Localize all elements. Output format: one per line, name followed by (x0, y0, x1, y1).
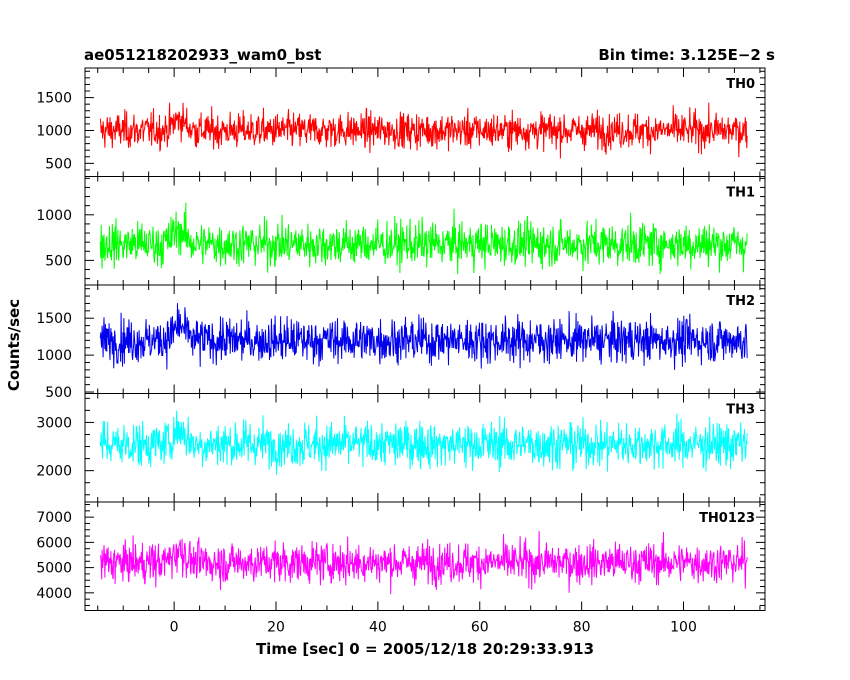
x-tick-label: 40 (369, 620, 387, 636)
chart-title-left: ae051218202933_wam0_bst (84, 46, 321, 64)
panels-group: 50010001500TH05001000TH150010001500TH220… (36, 67, 766, 636)
panel-frame-th0123 (84, 501, 766, 611)
series-line-th2 (99, 303, 748, 370)
chart-title-right: Bin time: 3.125E−2 s (598, 46, 775, 64)
y-tick-label-th1: 500 (45, 253, 72, 269)
panel-label-th2: TH2 (726, 294, 755, 309)
y-tick-label-th3: 3000 (36, 415, 72, 431)
x-axis-label: Time [sec] 0 = 2005/12/18 20:29:33.913 (256, 640, 594, 658)
y-tick-label-th2: 1000 (36, 348, 72, 364)
y-tick-label-th0123: 6000 (36, 535, 72, 551)
y-tick-label-th3: 2000 (36, 464, 72, 480)
x-tick-label: 20 (267, 620, 285, 636)
panel-label-th3: TH3 (726, 403, 755, 418)
y-tick-label-th0123: 4000 (36, 586, 72, 602)
x-tick-label: 60 (471, 620, 489, 636)
series-line-th0123 (99, 530, 748, 595)
y-axis-label: Counts/sec (5, 299, 23, 391)
y-tick-label-th0123: 7000 (36, 510, 72, 526)
x-tick-label: 0 (170, 620, 179, 636)
series-line-th0 (99, 102, 748, 159)
y-tick-label-th1: 1000 (36, 208, 72, 224)
y-tick-label-th2: 500 (45, 385, 72, 401)
y-tick-label-th2: 1500 (36, 311, 72, 327)
panel-frame-th1 (84, 176, 766, 286)
x-tick-label: 80 (573, 620, 591, 636)
y-tick-label-th0: 500 (45, 156, 72, 172)
panel-label-th0: TH0 (726, 77, 755, 92)
x-tick-label: 100 (670, 620, 697, 636)
y-tick-label-th0: 1500 (36, 91, 72, 107)
series-line-th1 (99, 202, 748, 275)
series-line-th3 (99, 410, 748, 475)
panel-label-th1: TH1 (726, 186, 755, 201)
y-tick-label-th0123: 5000 (36, 561, 72, 577)
panel-label-th0123: TH0123 (699, 511, 755, 526)
y-tick-label-th0: 1000 (36, 123, 72, 139)
